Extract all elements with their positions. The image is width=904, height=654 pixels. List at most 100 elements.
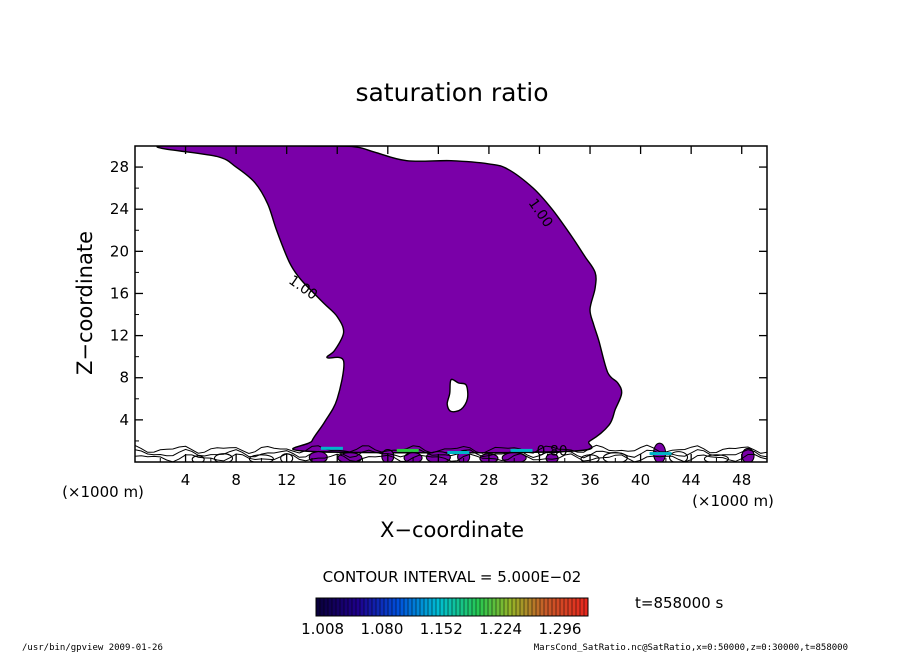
colorbar-segment	[352, 598, 356, 616]
colorbar-segment	[468, 598, 472, 616]
colorbar-segment	[548, 598, 552, 616]
y-axis-label: Z−coordinate	[73, 231, 97, 375]
colorbar-segment	[356, 598, 360, 616]
colorbar-segment	[536, 598, 540, 616]
colorbar-segment	[408, 598, 412, 616]
colorbar-segment	[436, 598, 440, 616]
colorbar-segment	[376, 598, 380, 616]
colorbar-segment	[316, 598, 320, 616]
colorbar-segment	[372, 598, 376, 616]
footer-left: /usr/bin/gpview 2009-01-26	[22, 643, 163, 653]
colorbar-segment	[428, 598, 432, 616]
colorbar-segment	[380, 598, 384, 616]
colorbar	[315, 597, 589, 617]
chart-title: saturation ratio	[355, 78, 548, 107]
colorbar-segment	[412, 598, 416, 616]
colorbar-tick-label: 1.152	[420, 620, 463, 638]
colorbar-segment	[564, 598, 568, 616]
colorbar-segment	[504, 598, 508, 616]
x-unit-left: (×1000 m)	[62, 483, 144, 501]
y-tick-label: 12	[110, 327, 129, 345]
colorbar-segment	[496, 598, 500, 616]
surface-contour-highlight	[396, 448, 419, 452]
contour-labels: 1.001.000.80	[286, 196, 568, 460]
colorbar-segment	[528, 598, 532, 616]
plot-frame	[134, 145, 768, 463]
colorbar-segment	[552, 598, 556, 616]
colorbar-segment	[572, 598, 576, 616]
y-tick-label: 16	[110, 284, 129, 302]
colorbar-segment	[464, 598, 468, 616]
colorbar-segment	[360, 598, 364, 616]
colorbar-segment	[532, 598, 536, 616]
surface-contour-line	[135, 453, 767, 462]
time-label: t=858000 s	[635, 594, 723, 612]
colorbar-segment	[392, 598, 396, 616]
colorbar-segment	[544, 598, 548, 616]
x-tick-label: 8	[231, 471, 241, 489]
y-tick-label: 20	[110, 242, 129, 260]
colorbar-segment	[580, 598, 584, 616]
colorbar-segment	[440, 598, 444, 616]
colorbar-segment	[584, 598, 588, 616]
colorbar-segment	[508, 598, 512, 616]
colorbar-segment	[384, 598, 388, 616]
surface-contour-highlight	[447, 451, 470, 455]
colorbar-segment	[432, 598, 436, 616]
colorbar-segment	[396, 598, 400, 616]
colorbar-tick-label: 1.224	[479, 620, 522, 638]
contour-interval: CONTOUR INTERVAL = 5.000E−02	[323, 568, 582, 586]
colorbar-segment	[516, 598, 520, 616]
surface-contour-line	[135, 444, 767, 455]
y-tick-label: 24	[110, 200, 129, 218]
y-tick-label: 8	[119, 369, 129, 387]
colorbar-segment	[488, 598, 492, 616]
colorbar-segment	[324, 598, 328, 616]
colorbar-segment	[364, 598, 368, 616]
surface-contour-bump	[703, 454, 729, 462]
colorbar-segment	[456, 598, 460, 616]
surface-contours	[135, 442, 767, 462]
colorbar-segment	[556, 598, 560, 616]
colorbar-tick-label: 1.296	[538, 620, 581, 638]
x-axis-ticks: 4 8 12 16 20 24 28 32 36 40 44 48	[159, 146, 751, 489]
colorbar-segment	[480, 598, 484, 616]
colorbar-segment	[560, 598, 564, 616]
footer-right: MarsCond_SatRatio.nc@SatRatio,x=0:50000,…	[534, 643, 848, 653]
colorbar-segment	[540, 598, 544, 616]
colorbar-segment	[344, 598, 348, 616]
colorbar-segment	[348, 598, 352, 616]
colorbar-segment	[576, 598, 580, 616]
colorbar-segment	[472, 598, 476, 616]
contour-label: 0.80	[537, 444, 568, 460]
x-tick-label: 16	[328, 471, 347, 489]
colorbar-segment	[512, 598, 516, 616]
plot-area: 1.001.000.80 4 8 12 16 20 24 28 32 36 40 44 48 4812…	[110, 145, 768, 489]
colorbar-segment	[420, 598, 424, 616]
x-tick-label: 44	[682, 471, 701, 489]
surface-contour-bump	[248, 454, 274, 462]
colorbar-segment	[320, 598, 324, 616]
colorbar-segment	[336, 598, 340, 616]
colorbar-tick-label: 1.008	[301, 620, 344, 638]
colorbar-segment	[340, 598, 344, 616]
colorbar-segment	[484, 598, 488, 616]
colorbar-segment	[448, 598, 452, 616]
colorbar-segment	[368, 598, 372, 616]
x-unit-right: (×1000 m)	[692, 492, 774, 510]
colorbar-segment	[500, 598, 504, 616]
colorbar-segment	[476, 598, 480, 616]
colorbar-tick-label: 1.080	[360, 620, 403, 638]
x-tick-label: 12	[277, 471, 296, 489]
x-tick-label: 24	[429, 471, 448, 489]
colorbar-segment	[424, 598, 428, 616]
colorbar-segment	[388, 598, 392, 616]
colorbar-segment	[444, 598, 448, 616]
x-axis-label: X−coordinate	[380, 518, 524, 542]
colorbar-segment	[568, 598, 572, 616]
x-tick-label: 4	[181, 471, 191, 489]
colorbar-segment	[416, 598, 420, 616]
x-tick-label: 32	[530, 471, 549, 489]
colorbar-segment	[400, 598, 404, 616]
